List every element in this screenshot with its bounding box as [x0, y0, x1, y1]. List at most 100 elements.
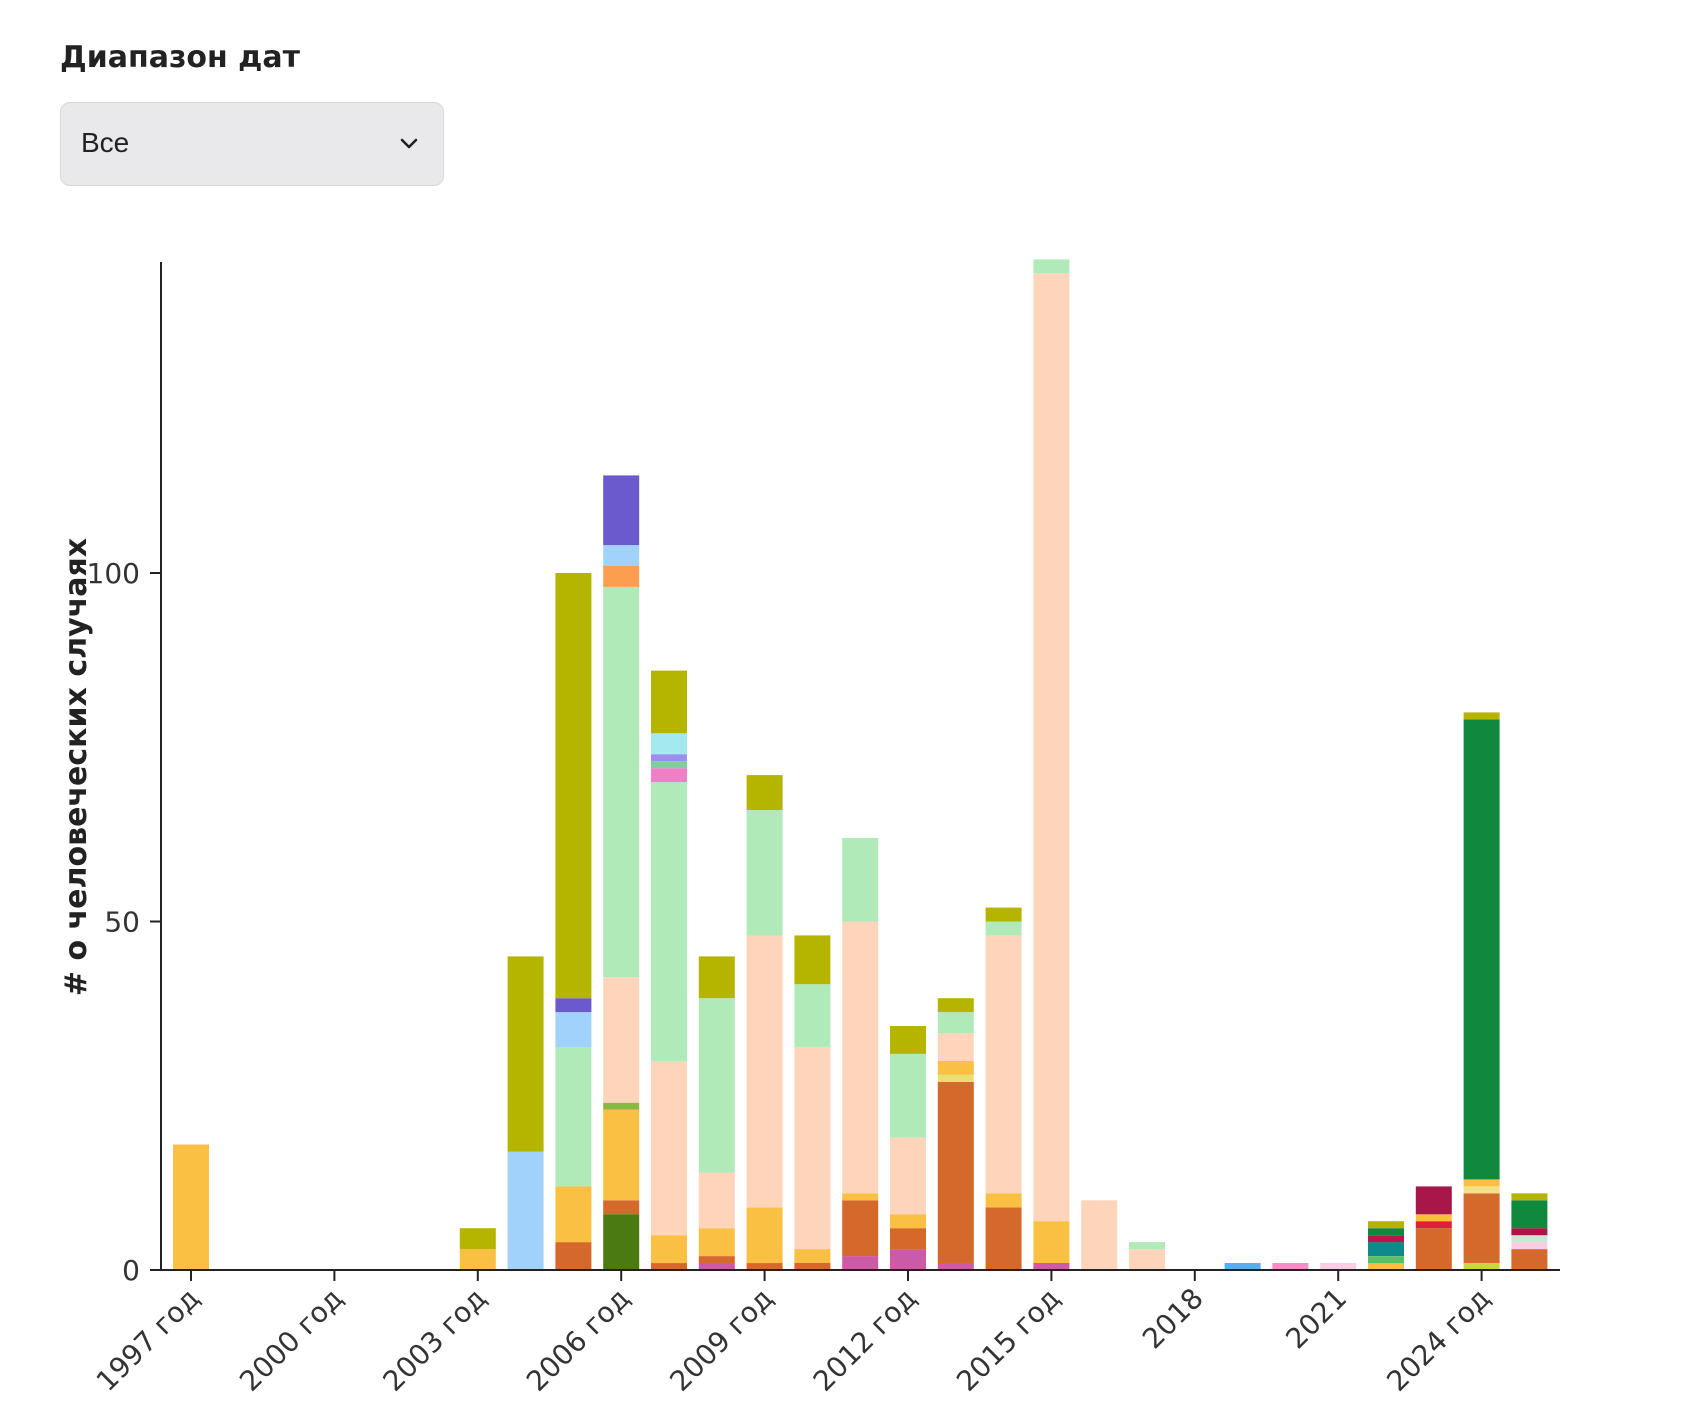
- bar-segment-2012-3[interactable]: [890, 1137, 926, 1215]
- bar-segment-2009-4[interactable]: [746, 775, 783, 810]
- bar-segment-2012-1[interactable]: [890, 1228, 926, 1250]
- bar-segment-2025-3[interactable]: [1511, 1228, 1548, 1236]
- bar-segment-2007-6[interactable]: [651, 754, 687, 762]
- bar-segment-2013-6[interactable]: [937, 998, 974, 1013]
- bar-segment-2020-0[interactable]: [1272, 1263, 1309, 1270]
- bar-segment-2016-0[interactable]: [1081, 1200, 1118, 1270]
- bar-segment-2014-4[interactable]: [985, 907, 1022, 922]
- bar-segment-2013-1[interactable]: [937, 1081, 974, 1263]
- bar-segment-2008-5[interactable]: [698, 956, 735, 999]
- bar-segment-2024-2[interactable]: [1463, 1186, 1500, 1194]
- bar-segment-2014-2[interactable]: [985, 935, 1022, 1194]
- bar-segment-2009-3[interactable]: [746, 810, 783, 936]
- bar-segment-2011-2[interactable]: [842, 1193, 879, 1201]
- bar-segment-2004-0[interactable]: [507, 1151, 544, 1271]
- bar-segment-2014-3[interactable]: [985, 921, 1022, 936]
- bar-segment-2007-0[interactable]: [651, 1263, 687, 1270]
- bar-segment-2006-2[interactable]: [603, 1109, 640, 1201]
- bar-segment-2008-1[interactable]: [698, 1256, 735, 1264]
- bar-segment-2011-1[interactable]: [842, 1200, 879, 1257]
- bar-segment-2022-3[interactable]: [1368, 1235, 1404, 1243]
- bar-segment-2025-1[interactable]: [1511, 1242, 1548, 1250]
- bar-segment-2005-2[interactable]: [555, 1047, 592, 1187]
- bar-segment-2007-2[interactable]: [651, 1060, 687, 1236]
- bar-segment-2006-8[interactable]: [603, 475, 640, 546]
- bar-segment-2012-4[interactable]: [890, 1053, 926, 1138]
- bar-segment-2008-4[interactable]: [698, 998, 735, 1173]
- bar-segment-2021-0[interactable]: [1320, 1263, 1357, 1270]
- bar-segment-2022-2[interactable]: [1368, 1242, 1404, 1256]
- bar-segment-2013-2[interactable]: [937, 1074, 974, 1082]
- bar-segment-2009-0[interactable]: [746, 1263, 783, 1270]
- bar-segment-2006-4[interactable]: [603, 977, 640, 1103]
- bar-segment-2007-8[interactable]: [651, 670, 687, 734]
- bar-segment-2008-0[interactable]: [698, 1263, 735, 1270]
- bar-segment-2017-1[interactable]: [1129, 1242, 1165, 1250]
- bar-segment-2012-5[interactable]: [890, 1026, 926, 1054]
- bar-segment-2024-0[interactable]: [1463, 1263, 1500, 1270]
- bar-segment-2023-1[interactable]: [1415, 1221, 1452, 1229]
- bar-segment-2024-4[interactable]: [1463, 719, 1500, 1180]
- bar-segment-2006-0[interactable]: [603, 1214, 640, 1270]
- bar-segment-2006-1[interactable]: [603, 1200, 640, 1215]
- bar-segment-2013-3[interactable]: [937, 1060, 974, 1075]
- bar-segment-2006-6[interactable]: [603, 566, 640, 587]
- bar-segment-2022-1[interactable]: [1368, 1256, 1404, 1264]
- bar-segment-2013-4[interactable]: [937, 1033, 974, 1061]
- bar-segment-2007-3[interactable]: [651, 782, 687, 1061]
- bar-segment-2010-3[interactable]: [794, 984, 831, 1047]
- bar-segment-2014-1[interactable]: [985, 1193, 1022, 1208]
- bar-segment-2024-5[interactable]: [1463, 712, 1500, 720]
- bar-segment-2010-0[interactable]: [794, 1263, 831, 1270]
- bar-segment-2024-1[interactable]: [1463, 1193, 1500, 1263]
- bar-segment-2010-1[interactable]: [794, 1249, 831, 1263]
- bar-segment-2025-4[interactable]: [1511, 1200, 1548, 1229]
- bar-segment-2012-2[interactable]: [890, 1214, 926, 1229]
- bar-segment-2003-0[interactable]: [459, 1249, 496, 1270]
- bar-segment-2019-0[interactable]: [1224, 1263, 1261, 1270]
- bar-segment-2010-4[interactable]: [794, 935, 831, 985]
- bar-segment-2011-0[interactable]: [842, 1256, 879, 1270]
- bar-segment-2009-2[interactable]: [746, 935, 783, 1208]
- bar-segment-2022-5[interactable]: [1368, 1221, 1404, 1229]
- bar-segment-2005-3[interactable]: [555, 1012, 592, 1047]
- bar-segment-2005-4[interactable]: [555, 998, 592, 1013]
- bar-segment-2023-3[interactable]: [1415, 1186, 1452, 1215]
- bar-segment-2023-0[interactable]: [1415, 1228, 1452, 1270]
- bar-segment-2005-5[interactable]: [555, 573, 592, 999]
- bar-segment-2007-5[interactable]: [651, 761, 687, 769]
- bar-segment-2015-0[interactable]: [1033, 1263, 1070, 1270]
- date-range-select[interactable]: Все: [60, 102, 444, 186]
- bar-segment-2017-0[interactable]: [1129, 1249, 1165, 1270]
- bar-segment-2023-2[interactable]: [1415, 1214, 1452, 1222]
- bar-segment-2022-0[interactable]: [1368, 1263, 1404, 1270]
- bar-segment-2010-2[interactable]: [794, 1047, 831, 1250]
- bar-segment-2012-0[interactable]: [890, 1249, 926, 1270]
- bar-segment-2014-0[interactable]: [985, 1207, 1022, 1270]
- bar-segment-2006-7[interactable]: [603, 545, 640, 566]
- bar-segment-2011-3[interactable]: [842, 921, 879, 1194]
- bar-segment-2005-0[interactable]: [555, 1242, 592, 1270]
- bar-segment-2007-1[interactable]: [651, 1235, 687, 1264]
- bar-segment-2015-1[interactable]: [1033, 1221, 1070, 1263]
- bar-segment-2006-5[interactable]: [603, 586, 640, 978]
- bar-segment-2022-4[interactable]: [1368, 1228, 1404, 1236]
- bar-segment-2015-2[interactable]: [1033, 273, 1070, 1222]
- bar-segment-2013-5[interactable]: [937, 1012, 974, 1033]
- bar-segment-2007-7[interactable]: [651, 733, 687, 755]
- bar-segment-2005-1[interactable]: [555, 1186, 592, 1243]
- bar-segment-2013-0[interactable]: [937, 1263, 974, 1270]
- bar-segment-2008-3[interactable]: [698, 1172, 735, 1229]
- bar-segment-2009-1[interactable]: [746, 1207, 783, 1264]
- bar-segment-2011-4[interactable]: [842, 837, 879, 922]
- bar-segment-2003-1[interactable]: [459, 1228, 496, 1250]
- bar-segment-1997-0[interactable]: [173, 1144, 209, 1271]
- bar-segment-2025-5[interactable]: [1511, 1193, 1548, 1201]
- bar-segment-2007-4[interactable]: [651, 768, 687, 783]
- bar-segment-2008-2[interactable]: [698, 1228, 735, 1257]
- bar-segment-2004-1[interactable]: [507, 956, 544, 1152]
- bar-segment-2015-3[interactable]: [1033, 259, 1070, 274]
- bar-segment-2006-3[interactable]: [603, 1102, 640, 1110]
- bar-segment-2025-0[interactable]: [1511, 1249, 1548, 1270]
- bar-segment-2025-2[interactable]: [1511, 1235, 1548, 1243]
